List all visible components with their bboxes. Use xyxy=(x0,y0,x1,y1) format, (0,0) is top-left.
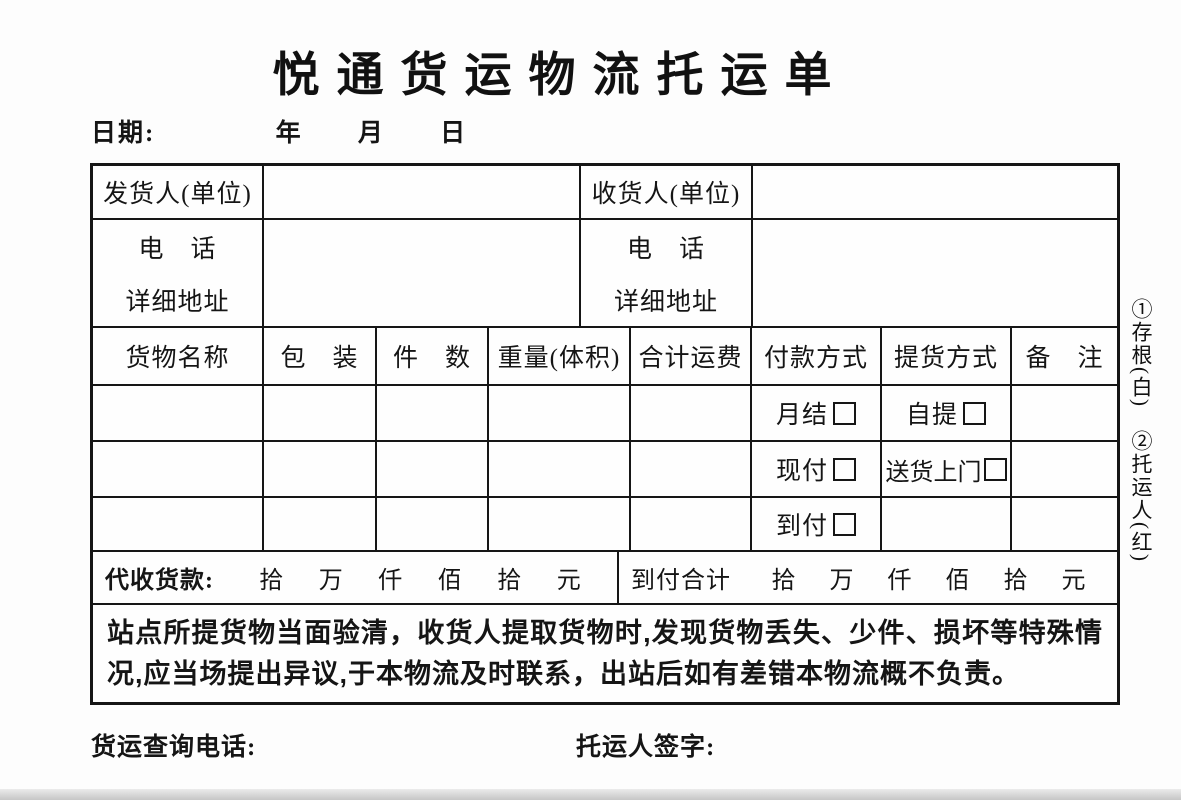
form-title: 悦通货运物流托运单 xyxy=(272,48,849,101)
copy-note-shipper: ②托运人(红) xyxy=(1129,430,1153,563)
pickup-delivery-checkbox[interactable] xyxy=(983,457,1007,481)
goods-name-field-1[interactable] xyxy=(93,386,262,440)
goods-name-field-2[interactable] xyxy=(93,442,262,496)
sender-phone-label: 电 话 xyxy=(93,220,262,274)
payment-option-cash: 现付 xyxy=(752,442,880,496)
pickup-self-checkbox[interactable] xyxy=(963,401,986,425)
weight-field-1[interactable] xyxy=(489,386,629,440)
unit-thousand: 仟 xyxy=(887,568,913,594)
remarks-field-1[interactable] xyxy=(1012,386,1117,440)
quantity-field-3[interactable] xyxy=(377,498,487,550)
receiver-name-field[interactable] xyxy=(753,166,1117,218)
receiver-label: 收货人(单位) xyxy=(581,166,751,218)
pickup-delivery-label: 送货上门 xyxy=(885,459,982,486)
unit-thousand: 仟 xyxy=(378,568,404,594)
date-line: 日期: 年 月 日 xyxy=(91,113,467,149)
remarks-field-2[interactable] xyxy=(1012,442,1117,496)
header-packing: 包 装 xyxy=(264,328,375,384)
unit-yuan: 元 xyxy=(1061,568,1087,594)
receiver-phone-field[interactable] xyxy=(753,220,1117,274)
pickup-option-delivery: 送货上门 xyxy=(882,442,1010,496)
date-label: 日期: xyxy=(91,120,156,147)
inquiry-phone-label: 货运查询电话: xyxy=(91,734,257,761)
cod-amount-units: 拾 万 仟 佰 拾 元 xyxy=(214,560,609,595)
goods-section: 货物名称 包 装 件 数 重量(体积) 合计运费 付款方式 提货方式 备 注 月… xyxy=(93,328,1117,550)
form-table: 发货人(单位) 收货人(单位) 电 话 电 话 详细地址 详细地址 货物名称 包… xyxy=(90,163,1120,705)
payment-option-collect: 到付 xyxy=(752,498,880,550)
unit-ten-thousand-10: 拾 xyxy=(259,568,285,594)
scan-edge-strip xyxy=(0,789,1181,800)
freight-field-1[interactable] xyxy=(631,386,750,440)
weight-field-2[interactable] xyxy=(489,442,629,496)
payment-cash-checkbox[interactable] xyxy=(833,457,856,481)
notice-section: 站点所提货物当面验清，收货人提取货物时,发现货物丢失、少件、损坏等特殊情况,应当… xyxy=(93,605,1117,702)
freight-collect-total-label: 到付合计 xyxy=(631,568,731,594)
quantity-field-2[interactable] xyxy=(377,442,487,496)
pickup-field-3[interactable] xyxy=(882,498,1010,550)
receiver-phone-label: 电 话 xyxy=(581,220,751,274)
unit-ten: 拾 xyxy=(1003,568,1029,594)
payment-option-monthly: 月结 xyxy=(752,386,880,440)
unit-ten-thousand: 万 xyxy=(318,568,344,594)
sender-address-label: 详细地址 xyxy=(93,274,262,326)
goods-name-field-3[interactable] xyxy=(93,498,262,550)
weight-field-3[interactable] xyxy=(489,498,629,550)
date-month-label: 月 xyxy=(357,120,385,147)
disclaimer-text: 站点所提货物当面验清，收货人提取货物时,发现货物丢失、少件、损坏等特殊情况,应当… xyxy=(93,605,1117,702)
packing-field-1[interactable] xyxy=(264,386,375,440)
header-goods-name: 货物名称 xyxy=(93,328,262,384)
unit-yuan: 元 xyxy=(556,568,582,594)
freight-collect-units: 拾 万 仟 佰 拾 元 xyxy=(731,560,1109,595)
cod-section: 代收货款: 拾 万 仟 佰 拾 元 到付合计 拾 万 仟 佰 拾 xyxy=(93,552,1117,603)
payment-monthly-label: 月结 xyxy=(775,402,828,429)
header-remarks: 备 注 xyxy=(1012,328,1117,384)
header-total-freight: 合计运费 xyxy=(631,328,750,384)
receiver-address-field[interactable] xyxy=(753,274,1117,326)
header-quantity: 件 数 xyxy=(377,328,487,384)
parties-section: 发货人(单位) 收货人(单位) 电 话 电 话 详细地址 详细地址 xyxy=(93,166,1117,326)
sender-name-field[interactable] xyxy=(264,166,579,218)
unit-hundred: 佰 xyxy=(945,568,971,594)
cod-left-cell: 代收货款: 拾 万 仟 佰 拾 元 xyxy=(93,552,617,603)
header-weight: 重量(体积) xyxy=(489,328,629,384)
payment-cash-label: 现付 xyxy=(775,458,828,485)
sender-label: 发货人(单位) xyxy=(93,166,262,218)
date-day-label: 日 xyxy=(440,120,468,147)
cod-amount-label: 代收货款: xyxy=(105,568,214,594)
payment-monthly-checkbox[interactable] xyxy=(833,401,856,425)
unit-ten: 拾 xyxy=(497,568,523,594)
packing-field-2[interactable] xyxy=(264,442,375,496)
receiver-address-label: 详细地址 xyxy=(581,274,751,326)
payment-collect-label: 到付 xyxy=(775,513,828,540)
unit-hundred: 佰 xyxy=(437,568,463,594)
pickup-option-self: 自提 xyxy=(882,386,1010,440)
unit-ten-thousand: 万 xyxy=(829,568,855,594)
date-year-label: 年 xyxy=(275,120,303,147)
freight-field-3[interactable] xyxy=(631,498,750,550)
quantity-field-1[interactable] xyxy=(377,386,487,440)
cod-right-cell: 到付合计 拾 万 仟 佰 拾 元 xyxy=(619,552,1117,603)
sender-phone-field[interactable] xyxy=(264,220,579,274)
header-payment-method: 付款方式 xyxy=(752,328,880,384)
header-pickup-method: 提货方式 xyxy=(882,328,1010,384)
pickup-self-label: 自提 xyxy=(905,402,958,429)
copy-note: ①存根(白) ②托运人(红) xyxy=(1126,298,1156,598)
payment-collect-checkbox[interactable] xyxy=(833,512,856,536)
freight-field-2[interactable] xyxy=(631,442,750,496)
sender-address-field[interactable] xyxy=(264,274,579,326)
copy-note-stub: ①存根(白) xyxy=(1129,298,1153,408)
unit-ten-thousand-10: 拾 xyxy=(771,568,797,594)
remarks-field-3[interactable] xyxy=(1012,498,1117,550)
packing-field-3[interactable] xyxy=(264,498,375,550)
shipper-signature-label: 托运人签字: xyxy=(576,734,716,761)
